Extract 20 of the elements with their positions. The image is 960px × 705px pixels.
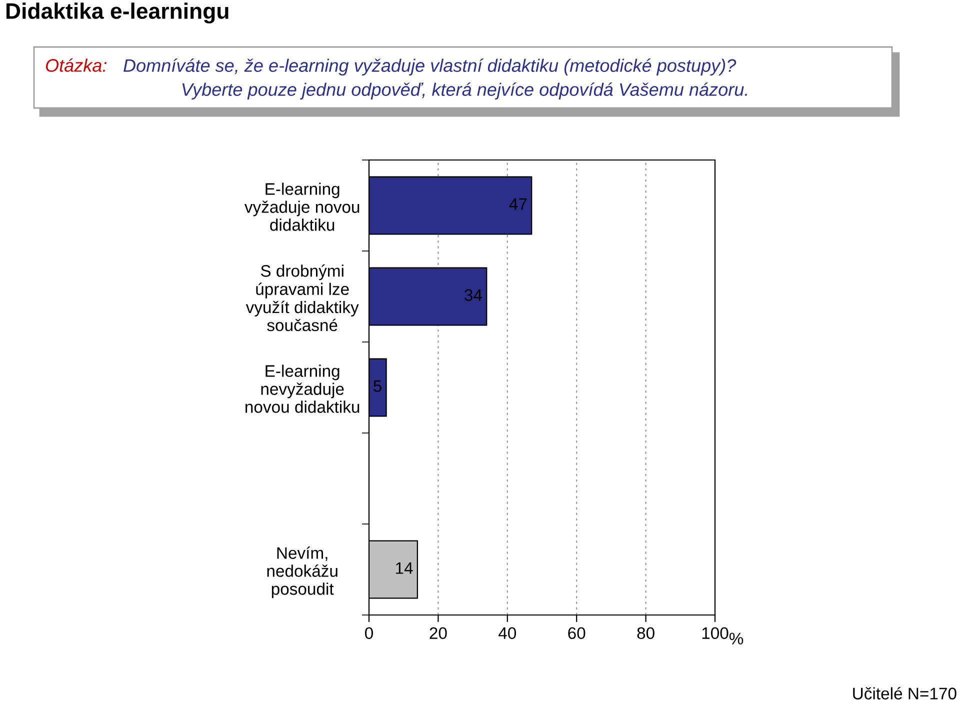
x-tick-label: 0 (365, 627, 373, 640)
data-label: 47 (509, 198, 527, 210)
x-tick-label: 20 (430, 627, 447, 640)
y-tick-label: E-learning nevyžaduje novou didaktiku (246, 364, 360, 413)
text: Vyberte pouze jednu odpověď, která nejvíce odpovídá Vašemu názoru. (182, 82, 747, 100)
x-tick-label: 100 (702, 627, 728, 640)
x-tick-label: 80 (637, 627, 654, 640)
text: Didaktika e-learningu (6, 2, 228, 24)
data-label: 34 (464, 289, 482, 301)
y-tick-label: Nevím, nedokážu posoudit (267, 546, 338, 598)
x-tick-label: 60 (568, 627, 586, 640)
x-axis-title: % (729, 632, 744, 644)
data-label: 5 (374, 380, 382, 392)
x-tick-label: 40 (498, 627, 516, 640)
text: Domníváte se, že e-learning vyžaduje vlastní didaktiku (metodické postupy)? (124, 58, 736, 76)
y-tick-label: S drobnými úpravami lze využít didaktiky současné (246, 264, 359, 332)
text: Otázka: (46, 58, 106, 72)
y-tick-label: E-learning vyžaduje novou didaktiku (244, 182, 360, 231)
data-label: 14 (396, 562, 413, 574)
text: Učitelé N=170 (853, 687, 956, 700)
